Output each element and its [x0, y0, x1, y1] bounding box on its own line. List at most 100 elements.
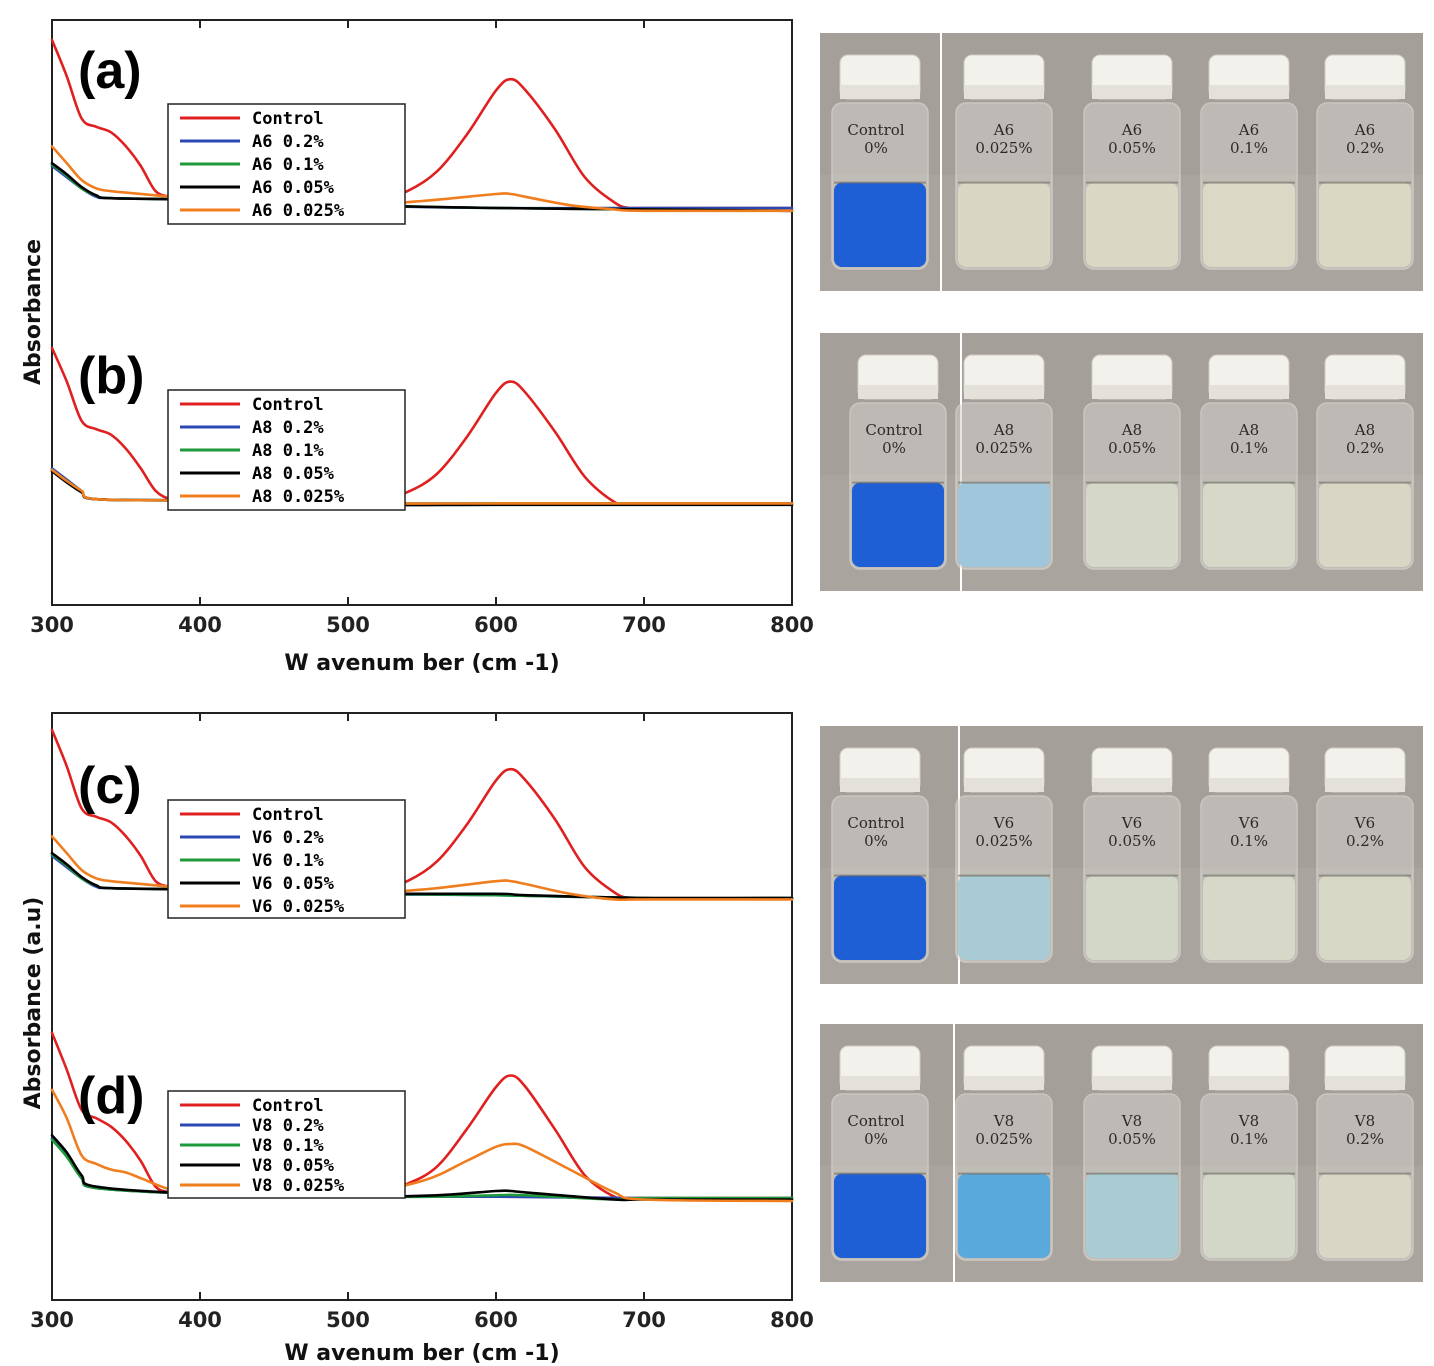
vial: A60.05% — [1083, 54, 1181, 270]
vial-label-concentration: 0% — [864, 139, 888, 157]
panel-label: (a) — [78, 42, 142, 100]
legend-entry: Control — [252, 805, 324, 825]
legend-entry: V8 0.025% — [252, 1176, 345, 1196]
legend-entry: A8 0.1% — [252, 441, 324, 461]
vial-label-name: Control — [847, 1112, 904, 1130]
vial-label-name: A8 — [1238, 421, 1259, 439]
vial-liquid — [1319, 482, 1411, 567]
vial-cap-ring — [1209, 778, 1289, 792]
vial-cap-ring — [1092, 85, 1172, 99]
x-tick-label: 500 — [326, 613, 370, 637]
vial-liquid — [1203, 875, 1295, 960]
x-tick-label: 700 — [622, 613, 666, 637]
vial-liquid — [1319, 875, 1411, 960]
panel-label: (b) — [78, 347, 144, 405]
chart-ab: 300 400 500 600 700 800 W avenum ber (cm -1) Ab… — [21, 19, 814, 676]
vial-label-concentration: 0.2% — [1346, 832, 1384, 850]
vial-liquid — [1086, 182, 1178, 267]
legend-entry: A6 0.2% — [252, 132, 324, 152]
legend: Control V6 0.2% V6 0.1% V6 0.05% V6 0.025% — [167, 799, 406, 919]
series-line — [50, 728, 794, 900]
vial-label-concentration: 0.1% — [1230, 439, 1268, 457]
vial-cap-ring — [1092, 1076, 1172, 1090]
x-tick-label: 800 — [770, 1308, 814, 1332]
series-line — [50, 468, 794, 505]
vial-label-name: A8 — [993, 421, 1014, 439]
vial-liquid — [834, 182, 926, 267]
legend-entry: V6 0.05% — [252, 874, 335, 894]
vial-label-concentration: 0.05% — [1108, 1130, 1156, 1148]
vial-label-name: V8 — [993, 1112, 1014, 1130]
vial-liquid — [958, 182, 1050, 267]
legend-entry: A8 0.05% — [252, 464, 335, 484]
vial: A80.05% — [1083, 354, 1181, 570]
series-line — [50, 1031, 794, 1201]
vial-cap-ring — [1325, 85, 1405, 99]
series-line — [50, 854, 794, 900]
vial-liquid — [852, 482, 944, 567]
chart-cd: 300 400 500 600 700 800 W avenum ber (cm -1) Ab… — [21, 712, 814, 1366]
vial-label-name: V6 — [993, 814, 1014, 832]
series-line — [50, 161, 794, 213]
vial-label-name: Control — [865, 421, 922, 439]
vial-liquid — [958, 1173, 1050, 1258]
legend-entry: A6 0.1% — [252, 155, 324, 175]
vial: A80.025% — [955, 354, 1053, 570]
legend-entry: A6 0.025% — [252, 201, 345, 221]
vial-cap-ring — [964, 778, 1044, 792]
vial-label-concentration: 0.2% — [1346, 1130, 1384, 1148]
x-tick-label: 700 — [622, 1308, 666, 1332]
panel-b: (b) Control A8 0.2% A8 0.1% A8 0.05% A8 0.025… — [50, 346, 794, 511]
legend-entry: Control — [252, 109, 324, 129]
vial: V60.05% — [1083, 747, 1181, 963]
vial: V80.2% — [1316, 1045, 1414, 1261]
panel-a: (a) Control A6 0.2% A6 0.1% A6 0.05% A6 0.025… — [50, 38, 794, 225]
vial-cap-ring — [1325, 385, 1405, 399]
vial-liquid — [1203, 1173, 1295, 1258]
legend-entry: V6 0.025% — [252, 897, 345, 917]
series-line — [50, 1137, 794, 1200]
x-tick-label: 300 — [30, 613, 74, 637]
series-line — [50, 145, 794, 213]
vial-cap-ring — [840, 778, 920, 792]
vial-label-name: V6 — [1238, 814, 1259, 832]
vial-cap-ring — [1209, 85, 1289, 99]
vial-label-name: A6 — [993, 121, 1014, 139]
vial: A80.2% — [1316, 354, 1414, 570]
vial-label-concentration: 0% — [882, 439, 906, 457]
vial-label-concentration: 0.025% — [975, 832, 1032, 850]
vial-label-name: Control — [847, 121, 904, 139]
legend-entry: A6 0.05% — [252, 178, 335, 198]
vial: A80.1% — [1200, 354, 1298, 570]
vial: V60.2% — [1316, 747, 1414, 963]
legend-entry: Control — [252, 395, 324, 415]
plot-frame — [51, 19, 793, 606]
vial-label-name: A6 — [1238, 121, 1259, 139]
series-line — [50, 851, 794, 900]
vial-label-name: A8 — [1121, 421, 1142, 439]
vial-liquid — [1203, 182, 1295, 267]
vial-label-concentration: 0.2% — [1346, 439, 1384, 457]
vial-label-concentration: 0.05% — [1108, 439, 1156, 457]
x-tick-label: 600 — [474, 1308, 518, 1332]
vial-cap-ring — [964, 1076, 1044, 1090]
vial-liquid — [958, 875, 1050, 960]
series-line — [50, 468, 794, 505]
vial: V60.1% — [1200, 747, 1298, 963]
vial-label-name: V8 — [1354, 1112, 1375, 1130]
legend-entry: A8 0.025% — [252, 487, 345, 507]
plot-frame — [51, 712, 793, 1301]
vial-liquid — [1086, 1173, 1178, 1258]
series-line — [50, 1134, 794, 1202]
series-line — [50, 163, 794, 213]
vial-liquid — [1319, 182, 1411, 267]
legend-entry: V8 0.05% — [252, 1156, 335, 1176]
